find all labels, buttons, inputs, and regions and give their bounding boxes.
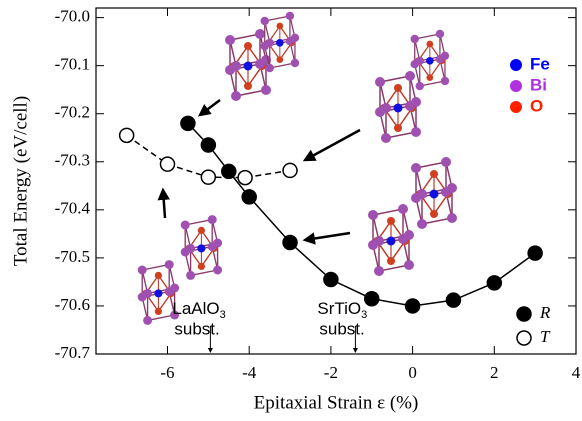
x-tick-label: -4 <box>242 363 257 382</box>
atom-label: O <box>530 96 543 115</box>
legend-marker <box>516 306 532 322</box>
point <box>486 275 503 291</box>
x-axis-label: Epitaxial Strain ε (%) <box>254 392 419 413</box>
annotation-text2: subst. <box>174 319 219 338</box>
atom-label: Fe <box>530 54 550 73</box>
annotation-subscript: 3 <box>361 309 367 321</box>
point <box>237 169 253 186</box>
x-tick-label: -6 <box>160 363 174 382</box>
point <box>445 292 462 308</box>
point <box>118 127 135 144</box>
point <box>221 163 237 180</box>
y-axis-label: Total Energy (eV/cell) <box>10 96 31 266</box>
y-tick-label: -70.2 <box>55 103 90 122</box>
y-tick-label: -70.6 <box>55 295 90 314</box>
atom-marker <box>510 80 522 92</box>
point <box>404 298 421 314</box>
legend-label: R <box>539 303 551 322</box>
point <box>282 162 298 179</box>
y-tick-label: -70.3 <box>55 151 90 170</box>
point <box>200 169 217 185</box>
atom-marker <box>510 101 522 113</box>
annotation-text-main: LaAlO <box>172 299 219 318</box>
x-tick-label: 2 <box>490 363 499 382</box>
point <box>363 290 380 307</box>
series-line <box>187 122 536 307</box>
point <box>282 234 298 251</box>
y-tick-label: -70.1 <box>55 55 90 74</box>
point <box>159 156 176 172</box>
y-tick-label: -70.4 <box>55 199 91 218</box>
annotation-subscript: 3 <box>220 309 226 321</box>
atom-label: Bi <box>530 75 547 94</box>
point <box>180 115 196 132</box>
y-tick-label: -70.7 <box>55 343 91 362</box>
point <box>200 137 217 153</box>
legend-marker <box>516 330 532 346</box>
legend-label: T <box>540 327 551 346</box>
atom-marker <box>510 59 522 71</box>
annotation-text2: subst. <box>319 319 364 338</box>
x-tick-label: 4 <box>572 363 581 382</box>
crystal-illustrations <box>137 11 458 326</box>
x-tick-label: -2 <box>324 363 338 382</box>
y-tick-label: -70.5 <box>55 247 90 266</box>
point <box>323 271 339 288</box>
x-tick-label: 0 <box>408 363 417 382</box>
annotation-text: LaAlO3 <box>172 299 225 320</box>
plot-frame <box>95 7 577 355</box>
annotation-text: SrTiO3 <box>317 299 367 320</box>
y-tick-label: -70.0 <box>55 7 90 26</box>
point <box>241 189 257 205</box>
annotation-text-main: SrTiO <box>317 299 361 318</box>
point <box>527 245 543 261</box>
